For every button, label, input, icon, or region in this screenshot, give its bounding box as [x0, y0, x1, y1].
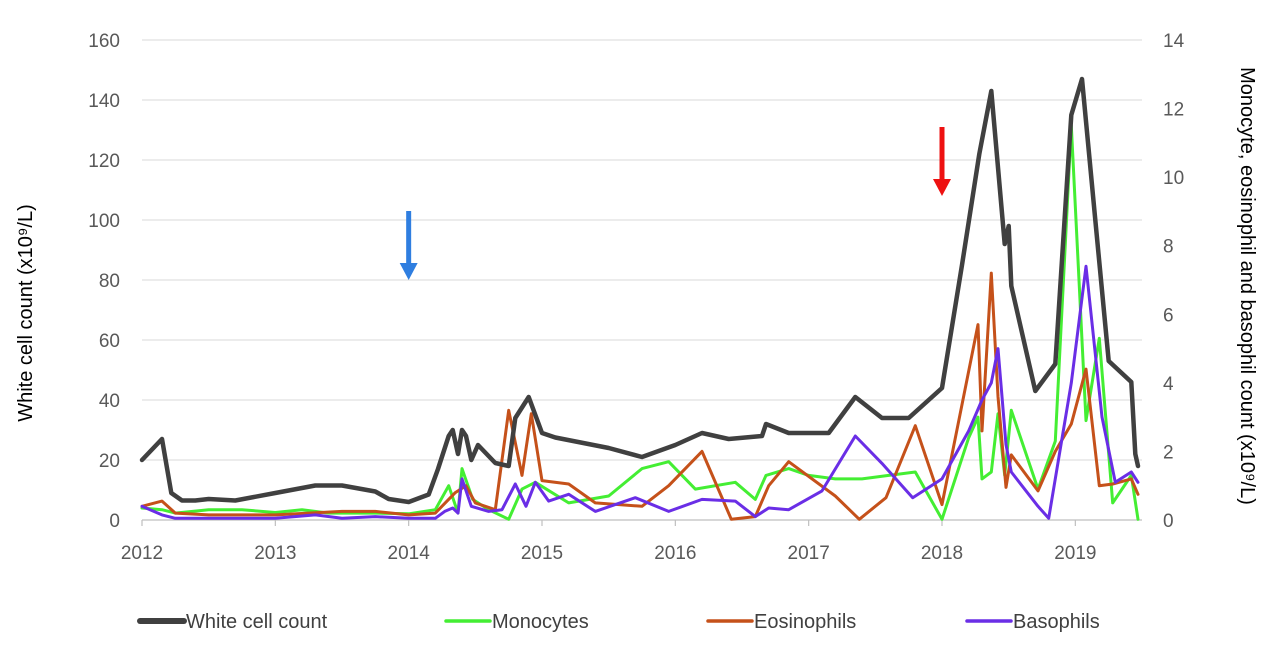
series-line-eosinophils — [140, 271, 1140, 521]
x-tick-label: 2014 — [388, 543, 431, 564]
y-tick-label: 100 — [88, 211, 120, 232]
red-arrow — [933, 127, 951, 196]
legend-item-monocytes: Monocytes — [444, 611, 589, 633]
series-line-basophils — [140, 264, 1140, 520]
y2-tick-label: 12 — [1163, 100, 1184, 121]
legend-item-white-cell-count: White cell count — [137, 611, 328, 633]
x-tick-label: 2013 — [254, 543, 296, 564]
y-axis-label: White cell count (x10⁹/L) — [15, 204, 37, 422]
gridlines — [142, 39, 1142, 521]
y2-tick-label: 0 — [1163, 511, 1174, 532]
legend-label: White cell count — [186, 611, 328, 633]
blue-arrow — [399, 211, 418, 280]
x-tick-label: 2015 — [521, 543, 563, 564]
y-tick-label: 40 — [99, 391, 120, 412]
y2-tick-label: 4 — [1163, 374, 1174, 395]
right-y-ticks: 0 2 4 6 8 10 12 14 — [1163, 31, 1185, 532]
legend-label: Monocytes — [492, 611, 589, 633]
x-tick-label: 2012 — [121, 543, 163, 564]
y2-axis-label: Monocyte, eosinophil and basophil count … — [1236, 67, 1258, 505]
y2-tick-label: 6 — [1163, 305, 1174, 326]
legend-item-basophils: Basophils — [965, 611, 1100, 633]
y-tick-label: 20 — [99, 451, 120, 472]
x-tick-label: 2017 — [788, 543, 830, 564]
y-tick-label: 120 — [88, 151, 120, 172]
y2-tick-label: 8 — [1163, 237, 1174, 258]
legend-label: Eosinophils — [754, 611, 856, 633]
y-tick-label: 160 — [88, 31, 120, 52]
x-ticks: 2012 2013 2014 2015 2016 2017 2018 2019 — [121, 520, 1096, 564]
y-tick-label: 140 — [88, 91, 120, 112]
x-tick-label: 2016 — [654, 543, 696, 564]
y-tick-label: 80 — [99, 271, 120, 292]
legend-item-eosinophils: Eosinophils — [706, 611, 856, 633]
left-y-ticks: 0 20 40 60 80 100 120 140 160 — [88, 31, 120, 532]
y2-tick-label: 10 — [1163, 168, 1184, 189]
x-tick-label: 2019 — [1054, 543, 1096, 564]
y-tick-label: 60 — [99, 331, 120, 352]
y-tick-label: 0 — [109, 511, 120, 532]
y2-tick-label: 2 — [1163, 442, 1174, 463]
series-lines — [139, 76, 1141, 521]
series-line-monocytes — [140, 124, 1140, 521]
y2-tick-label: 14 — [1163, 31, 1185, 52]
legend: White cell count Monocytes Eosinophils Baso… — [137, 611, 1100, 633]
x-tick-label: 2018 — [921, 543, 963, 564]
legend-label: Basophils — [1013, 611, 1100, 633]
series-line-white-cell-count — [139, 76, 1141, 505]
annotation-arrows — [399, 127, 951, 280]
